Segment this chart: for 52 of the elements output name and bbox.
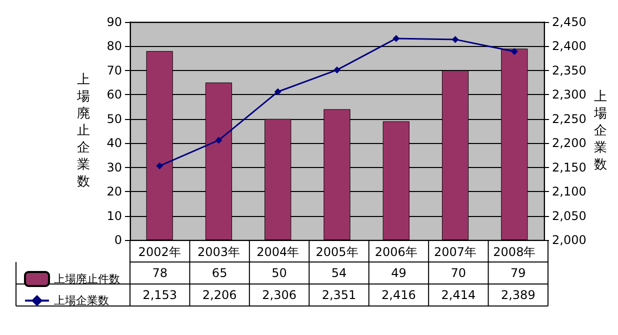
y2-tick-label: 2,000 [552, 233, 586, 247]
y-tick-label: 0 [114, 233, 122, 247]
x-tick-label: 2004年 [256, 245, 300, 259]
legend-label: 上場廃止件数 [54, 272, 120, 286]
data-label: 2,206 [202, 288, 237, 302]
data-label: 2,306 [262, 288, 296, 302]
data-label: 49 [391, 266, 406, 280]
y2-axis-title: 上場企業数 [593, 90, 607, 172]
x-tick-label: 2007年 [434, 245, 477, 259]
x-tick-label: 2008年 [493, 245, 536, 259]
y2-tick-label: 2,050 [552, 208, 586, 223]
y-tick-label: 30 [106, 160, 122, 174]
y2-tick-label: 2,150 [552, 160, 586, 174]
y-tick-label: 70 [106, 63, 122, 78]
point [452, 36, 459, 43]
point [392, 34, 400, 42]
y-tick-label: 50 [106, 112, 122, 126]
y2-tick-label: 2,200 [552, 136, 586, 150]
point [215, 136, 222, 144]
y-tick-label: 40 [106, 136, 122, 150]
legend-label: 上場企業数 [54, 294, 109, 308]
data-label: 78 [152, 266, 168, 280]
y2-tick-label: 2,450 [552, 15, 586, 29]
y-tick-label: 90 [106, 15, 122, 29]
point [334, 66, 340, 74]
y2-tick-label: 2,100 [552, 184, 586, 199]
data-label: 50 [272, 266, 287, 280]
y-axis-title: 上場廃止企業数 [76, 72, 90, 190]
y2-tick-label: 2,250 [552, 112, 586, 126]
x-tick-label: 2003年 [197, 245, 240, 259]
y2-tick-label: 2,400 [552, 39, 586, 54]
x-tick-label: 2005年 [316, 245, 358, 259]
y-tick-label: 20 [106, 184, 122, 199]
point [274, 88, 282, 96]
x-tick-label: 2006年 [374, 245, 418, 259]
point [510, 48, 518, 56]
data-label: 2,414 [441, 288, 476, 302]
data-label: 79 [510, 266, 526, 280]
point [156, 162, 164, 170]
data-label: 70 [450, 266, 466, 280]
y2-tick-label: 2,300 [552, 88, 586, 102]
data-label: 2,351 [322, 288, 356, 302]
y-tick-label: 80 [106, 39, 122, 54]
data-label: 2,153 [142, 288, 178, 302]
data-label: 2,389 [500, 288, 536, 302]
data-label: 54 [331, 266, 347, 280]
data-label: 65 [212, 266, 228, 280]
y-tick-label: 60 [106, 88, 122, 102]
y2-tick-label: 2,350 [552, 63, 586, 78]
y-tick-label: 10 [106, 208, 122, 223]
data-label: 2,416 [382, 288, 416, 302]
x-tick-label: 2002年 [138, 245, 181, 259]
